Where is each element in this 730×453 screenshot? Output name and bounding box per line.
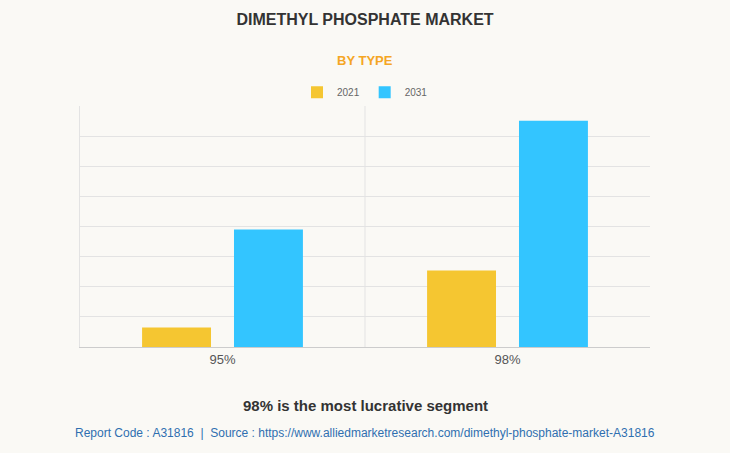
svg-text:95%: 95% — [209, 352, 235, 367]
svg-text:98% is the most lucrative segm: 98% is the most lucrative segment — [243, 397, 488, 414]
svg-text:DIMETHYL PHOSPHATE MARKET: DIMETHYL PHOSPHATE MARKET — [236, 11, 493, 28]
svg-text:2021: 2021 — [337, 87, 360, 98]
svg-text:Report Code : A31816 | Sourc: Report Code : A31816 | Source : https://… — [75, 426, 655, 440]
svg-text:98%: 98% — [494, 352, 520, 367]
svg-text:2031: 2031 — [405, 87, 428, 98]
svg-text:BY TYPE: BY TYPE — [337, 53, 393, 68]
